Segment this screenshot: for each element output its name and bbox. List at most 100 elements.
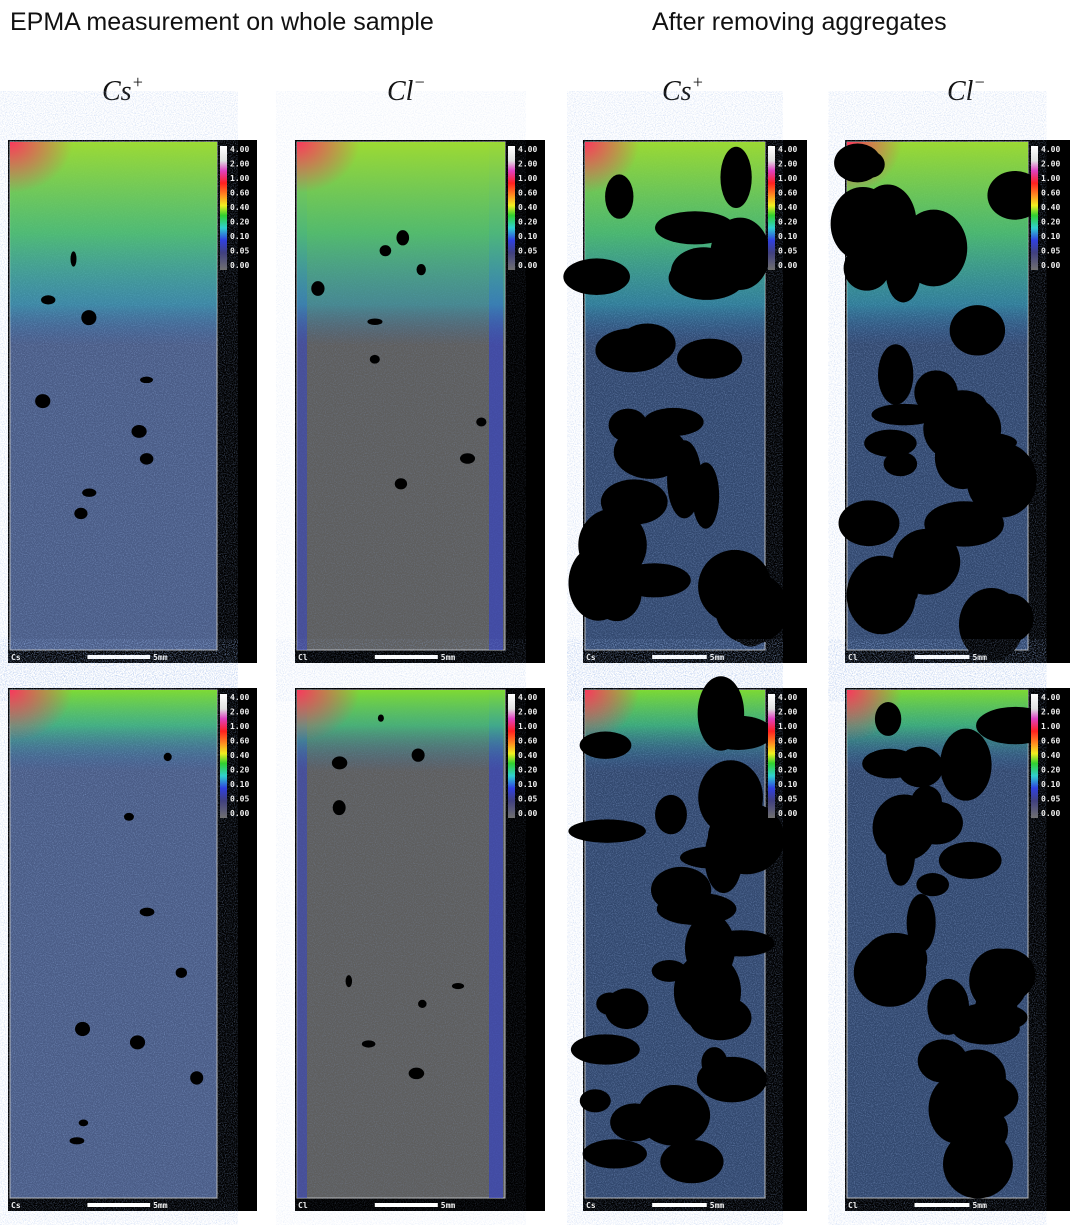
aggregate bbox=[939, 842, 1002, 879]
pore bbox=[417, 264, 426, 275]
aggregate bbox=[674, 953, 741, 1031]
ion-symbol: Cs bbox=[662, 76, 692, 107]
ion-charge: + bbox=[132, 72, 144, 92]
scale-label: 0.20 bbox=[1041, 218, 1060, 227]
aggregate bbox=[985, 594, 1034, 643]
ion-label: Cs+ bbox=[662, 72, 704, 107]
scale-label: 0.05 bbox=[778, 795, 797, 804]
scale-label: 4.00 bbox=[518, 693, 537, 702]
color-bar bbox=[508, 694, 515, 818]
ion-label: Cs+ bbox=[102, 72, 144, 107]
hot-corner bbox=[297, 142, 423, 244]
aggregate bbox=[733, 608, 768, 647]
scale-label: 0.00 bbox=[230, 809, 249, 818]
pore bbox=[346, 975, 352, 987]
scale-label: 1.00 bbox=[778, 174, 797, 183]
aggregate bbox=[886, 815, 916, 885]
scale-label: 0.20 bbox=[230, 218, 249, 227]
scale-label: 2.00 bbox=[778, 160, 797, 169]
scale-label: 0.05 bbox=[778, 247, 797, 256]
pore bbox=[124, 813, 134, 821]
scale-label: 0.20 bbox=[778, 218, 797, 227]
scale-label: 0.00 bbox=[778, 809, 797, 818]
pore bbox=[140, 908, 155, 917]
pore bbox=[460, 453, 475, 464]
aggregate bbox=[864, 430, 916, 457]
aggregate bbox=[978, 1111, 1008, 1149]
element-label: Cl bbox=[298, 653, 308, 662]
pore bbox=[140, 377, 153, 384]
aggregate bbox=[705, 822, 743, 893]
aggregate bbox=[884, 452, 918, 477]
pore bbox=[70, 1137, 85, 1144]
scale-label: 2.00 bbox=[518, 160, 537, 169]
pore bbox=[333, 800, 346, 815]
scale-label: 0.05 bbox=[518, 795, 537, 804]
scale-label: 2.00 bbox=[230, 160, 249, 169]
scale-label: 0.60 bbox=[778, 189, 797, 198]
scale-label: 0.05 bbox=[518, 247, 537, 256]
scale-label: 0.10 bbox=[518, 780, 537, 789]
pore bbox=[409, 1068, 425, 1079]
pore bbox=[131, 425, 146, 438]
scale-bar-label: 5mm bbox=[441, 653, 456, 662]
aggregate bbox=[637, 1085, 710, 1146]
scale-label: 0.10 bbox=[230, 780, 249, 789]
scale-bar-label: 5mm bbox=[972, 1201, 987, 1210]
scale-label: 0.60 bbox=[230, 737, 249, 746]
ion-charge: − bbox=[413, 72, 425, 92]
scale-label: 0.10 bbox=[230, 232, 249, 241]
scale-bar bbox=[915, 655, 970, 659]
scale-bar bbox=[87, 1203, 150, 1207]
aggregate bbox=[950, 305, 1005, 355]
ion-symbol: Cs bbox=[102, 76, 132, 107]
figure: EPMA measurement on whole sample After r… bbox=[0, 0, 1073, 1225]
scale-label: 1.00 bbox=[1041, 174, 1060, 183]
scale-label: 0.20 bbox=[518, 218, 537, 227]
scale-label: 0.00 bbox=[1041, 809, 1060, 818]
scale-label: 1.00 bbox=[230, 722, 249, 731]
scale-bar bbox=[375, 655, 438, 659]
element-label: Cl bbox=[298, 1201, 308, 1210]
scale-label: 0.20 bbox=[518, 766, 537, 775]
ion-label: Cl− bbox=[947, 72, 986, 107]
pore bbox=[378, 714, 384, 721]
color-bar bbox=[220, 146, 227, 270]
pore bbox=[41, 295, 55, 304]
aggregate bbox=[657, 893, 737, 925]
scale-label: 0.40 bbox=[230, 751, 249, 760]
color-bar bbox=[220, 694, 227, 818]
scale-label: 0.10 bbox=[1041, 780, 1060, 789]
aggregate bbox=[893, 529, 961, 595]
aggregate bbox=[655, 795, 687, 834]
pore bbox=[370, 355, 380, 364]
scale-bar-label: 5mm bbox=[972, 653, 987, 662]
scale-label: 2.00 bbox=[1041, 708, 1060, 717]
scale-label: 0.20 bbox=[1041, 766, 1060, 775]
aggregate bbox=[698, 676, 745, 750]
scale-label: 0.20 bbox=[778, 766, 797, 775]
ion-symbol: Cl bbox=[387, 76, 414, 107]
aggregate bbox=[863, 933, 928, 986]
scale-label: 4.00 bbox=[230, 145, 249, 154]
scale-label: 4.00 bbox=[230, 693, 249, 702]
pore bbox=[452, 983, 464, 989]
pore bbox=[164, 753, 172, 761]
hot-corner bbox=[10, 142, 135, 244]
pore bbox=[418, 1000, 427, 1008]
hot-corner bbox=[297, 690, 423, 792]
scale-label: 1.00 bbox=[1041, 722, 1060, 731]
aggregate bbox=[580, 1089, 611, 1112]
scale-label: 0.00 bbox=[518, 809, 537, 818]
scale-bar bbox=[87, 655, 150, 659]
scale-label: 0.00 bbox=[1041, 261, 1060, 270]
aggregate bbox=[660, 1140, 723, 1183]
color-bar bbox=[508, 146, 515, 270]
aggregate bbox=[644, 408, 704, 436]
aggregate bbox=[914, 370, 957, 414]
scale-label: 0.05 bbox=[230, 247, 249, 256]
scale-label: 0.60 bbox=[1041, 189, 1060, 198]
scale-label: 1.00 bbox=[230, 174, 249, 183]
